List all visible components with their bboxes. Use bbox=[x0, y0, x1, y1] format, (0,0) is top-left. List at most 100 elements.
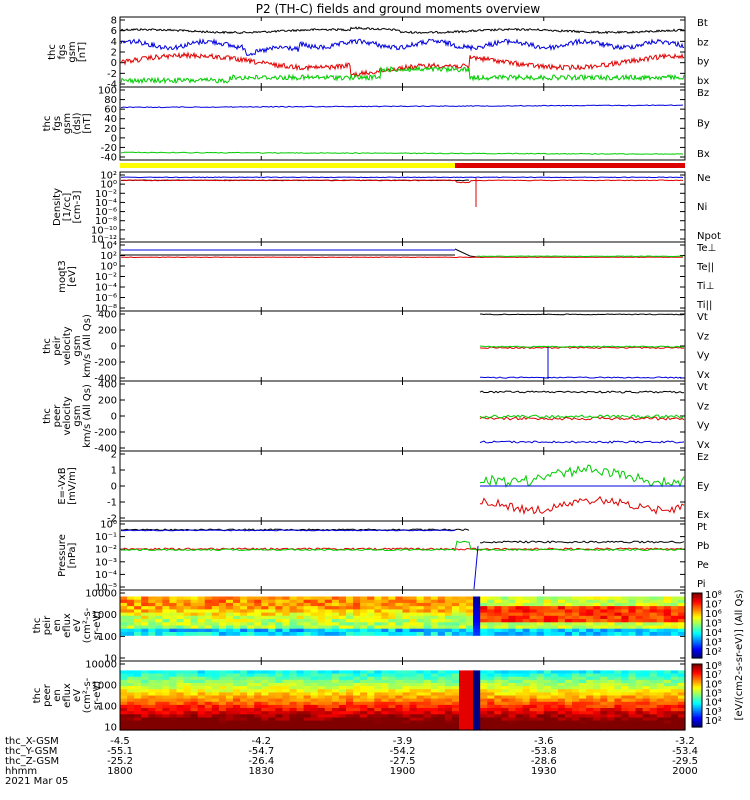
spectro-cell bbox=[374, 673, 382, 678]
spectro-cell bbox=[360, 692, 368, 697]
spectro-cell bbox=[614, 708, 623, 712]
spectro-cell bbox=[600, 625, 608, 630]
spectro-cell bbox=[402, 609, 411, 614]
spectro-cell bbox=[416, 606, 425, 610]
spectro-cell bbox=[218, 599, 227, 604]
spectro-cell bbox=[303, 609, 312, 614]
spectro-cell bbox=[225, 717, 234, 722]
spectro-cell bbox=[240, 679, 248, 684]
spectro-cell bbox=[275, 596, 284, 601]
spectro-cell bbox=[572, 599, 580, 604]
spectro-cell bbox=[487, 625, 495, 630]
spectro-cell bbox=[487, 676, 495, 681]
spectro-cell bbox=[473, 612, 481, 617]
spectro-cell bbox=[254, 602, 262, 607]
spectro-cell bbox=[466, 695, 474, 700]
spectro-cell bbox=[656, 695, 665, 700]
spectro-cell bbox=[459, 619, 467, 623]
spectro-cell bbox=[162, 625, 171, 630]
spectro-cell bbox=[473, 683, 481, 687]
spectro-cell bbox=[346, 596, 354, 601]
colorbar-cell bbox=[692, 673, 702, 676]
spectro-cell bbox=[677, 695, 686, 700]
colorbar-tick-label: 10⁸ bbox=[705, 590, 722, 601]
spectro-cell bbox=[338, 679, 347, 684]
spectro-cell bbox=[621, 701, 630, 706]
spectro-cell bbox=[289, 612, 298, 617]
spectro-cell bbox=[381, 625, 389, 630]
spectro-cell bbox=[331, 723, 340, 728]
spectro-cell bbox=[494, 625, 502, 630]
spectro-cell bbox=[310, 686, 319, 690]
spectro-cell bbox=[388, 612, 397, 617]
spectro-cell bbox=[289, 673, 298, 678]
spectro-cell bbox=[218, 704, 227, 709]
legend-entry: Pb bbox=[697, 541, 709, 552]
spectro-cell bbox=[247, 628, 255, 633]
spectro-cell bbox=[254, 723, 262, 728]
spectro-cell bbox=[536, 619, 545, 623]
spectro-cell bbox=[211, 670, 220, 675]
spectro-cell bbox=[155, 625, 163, 630]
spectro-cell bbox=[134, 596, 142, 601]
spectro-cell bbox=[162, 673, 171, 678]
spectro-cell bbox=[176, 622, 185, 627]
spectro-cell bbox=[437, 628, 446, 633]
spectro-cell bbox=[346, 698, 354, 703]
spectro-cell bbox=[423, 625, 432, 630]
spectro-cell bbox=[430, 698, 439, 703]
spectro-cell bbox=[197, 599, 206, 604]
spectro-cell bbox=[317, 689, 326, 693]
spectro-cell bbox=[501, 711, 510, 715]
spectro-cell bbox=[261, 701, 269, 706]
spectro-cell bbox=[275, 695, 284, 700]
spectro-cell bbox=[338, 686, 347, 690]
spectro-cell bbox=[572, 683, 580, 687]
spectro-cell bbox=[444, 609, 453, 614]
colorbar-cell bbox=[692, 638, 702, 641]
spectro-cell bbox=[522, 619, 531, 623]
spectro-cell bbox=[656, 622, 665, 627]
spectro-cell bbox=[310, 602, 319, 607]
spectro-cell bbox=[218, 698, 227, 703]
y-tick-label: 10⁻¹² bbox=[91, 235, 117, 246]
spectro-cell bbox=[466, 717, 474, 722]
spectro-cell bbox=[127, 596, 135, 601]
spectro-cell bbox=[296, 670, 305, 675]
spectro-cell bbox=[204, 628, 213, 633]
spectro-cell bbox=[473, 602, 481, 607]
spectro-cell bbox=[466, 599, 474, 604]
spectro-cell bbox=[183, 683, 192, 687]
spectro-cell bbox=[529, 670, 538, 675]
x-axis-value: 1800 bbox=[107, 766, 132, 777]
spectro-cell bbox=[543, 704, 552, 709]
spectro-cell bbox=[162, 714, 171, 718]
spectro-cell bbox=[155, 609, 163, 614]
spectro-cell bbox=[395, 628, 404, 633]
spectro-cell bbox=[190, 692, 199, 697]
spectro-cell bbox=[282, 686, 291, 690]
spectro-cell bbox=[211, 632, 220, 636]
spectro-cell bbox=[120, 726, 128, 731]
spectro-cell bbox=[360, 720, 368, 725]
spectro-cell bbox=[261, 720, 269, 725]
spectro-cell bbox=[635, 606, 644, 610]
spectro-cell bbox=[670, 628, 679, 633]
spectro-cell bbox=[635, 683, 644, 687]
spectro-cell bbox=[536, 615, 545, 620]
spectro-cell bbox=[127, 615, 135, 620]
spectro-cell bbox=[466, 609, 474, 614]
spectro-cell bbox=[303, 723, 312, 728]
spectro-cell bbox=[430, 714, 439, 718]
spectro-cell bbox=[614, 609, 623, 614]
spectro-cell bbox=[522, 708, 531, 712]
spectro-cell bbox=[155, 619, 163, 623]
spectro-cell bbox=[600, 612, 608, 617]
spectro-cell bbox=[402, 692, 411, 697]
spectro-cell bbox=[190, 704, 199, 709]
spectro-cell bbox=[275, 622, 284, 627]
spectro-cell bbox=[247, 615, 255, 620]
spectro-cell bbox=[240, 628, 248, 633]
spectro-cell bbox=[451, 673, 460, 678]
spectro-cell bbox=[480, 714, 488, 718]
